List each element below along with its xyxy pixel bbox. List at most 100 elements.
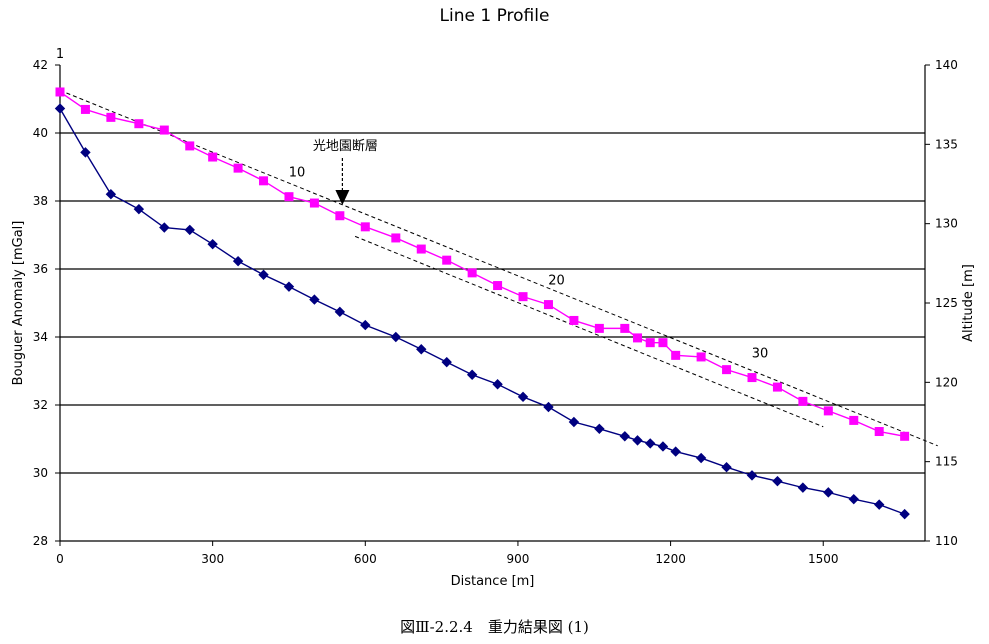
x-tick-label: 900 [506, 552, 529, 566]
altitude-data-point [309, 198, 319, 208]
fault-label: 光地園断層 [313, 139, 378, 154]
y-left-tick-label: 40 [33, 126, 48, 140]
bouguer-data-point [283, 281, 295, 292]
x-tick-label: 0 [56, 552, 64, 566]
station-number-label: 30 [752, 347, 769, 362]
bouguer-data-point [54, 103, 66, 114]
altitude-data-point [391, 233, 401, 243]
bouguer-data-point [848, 493, 859, 505]
altitude-data-point [645, 338, 655, 348]
altitude-data-point [543, 300, 553, 310]
bouguer-data-point [823, 487, 834, 498]
station-number-label: 20 [548, 274, 565, 289]
trend-line [59, 89, 938, 447]
altitude-data-point [772, 382, 782, 392]
altitude-data-point [55, 87, 65, 97]
altitude-data-point [80, 104, 90, 114]
altitude-data-point [259, 176, 269, 186]
bouguer-data-point [670, 446, 681, 457]
y-right-tick-label: 115 [935, 455, 958, 469]
altitude-data-point [233, 163, 243, 173]
y-right-tick-label: 110 [935, 534, 958, 548]
bouguer-data-point [466, 369, 478, 380]
altitude-data-point [335, 211, 345, 221]
altitude-data-point [134, 119, 144, 129]
bouguer-data-point [695, 452, 707, 464]
altitude-data-point [798, 396, 808, 406]
bouguer-data-point [80, 147, 91, 158]
altitude-data-point [874, 427, 884, 437]
y-left-tick-label: 34 [33, 330, 48, 344]
altitude-data-point [658, 338, 668, 348]
y-left-tick-label: 28 [33, 534, 48, 548]
altitude-data-point [696, 352, 706, 362]
altitude-data-point [849, 415, 859, 425]
bouguer-data-point [184, 224, 195, 236]
bouguer-data-point [721, 462, 732, 473]
altitude-data-point [747, 373, 757, 383]
trend-line [354, 235, 824, 428]
figure-caption: 図Ⅲ-2.2.4 重力結果図 (1) [400, 618, 589, 636]
altitude-data-point [671, 350, 681, 360]
bouguer-data-point [258, 269, 269, 280]
bouguer-series-line [59, 108, 905, 515]
station-number-label: 10 [289, 166, 306, 181]
altitude-data-point [823, 406, 833, 416]
y-right-tick-label: 140 [935, 58, 958, 72]
bouguer-data-point [899, 508, 910, 520]
altitude-data-point [159, 125, 169, 135]
y-left-tick-label: 36 [33, 262, 48, 276]
altitude-data-point [900, 431, 910, 441]
y-left-axis-title: Bouguer Anomaly [mGal] [11, 221, 26, 386]
y-left-tick-label: 38 [33, 194, 48, 208]
altitude-data-point [722, 365, 732, 375]
bouguer-data-point [632, 435, 643, 446]
bouguer-data-point [492, 379, 503, 390]
altitude-data-point [442, 255, 452, 265]
chart-title: Line 1 Profile [439, 6, 550, 26]
bouguer-data-point [390, 331, 402, 343]
station-number-label: 1 [56, 47, 64, 62]
x-axis-title: Distance [m] [451, 574, 535, 589]
y-right-tick-label: 120 [935, 375, 958, 389]
altitude-data-point [360, 222, 370, 232]
bouguer-data-point [619, 431, 631, 442]
y-right-axis-title: Altitude [m] [961, 264, 976, 342]
altitude-data-point [569, 315, 579, 325]
bouguer-data-point [360, 319, 371, 331]
x-tick-label: 300 [201, 552, 224, 566]
altitude-data-point [633, 333, 643, 343]
bouguer-data-point [873, 499, 885, 510]
altitude-data-point [284, 192, 294, 202]
altitude-data-point [185, 141, 195, 151]
bouguer-data-point [207, 238, 218, 250]
y-left-tick-label: 32 [33, 398, 48, 412]
altitude-data-point [493, 281, 503, 291]
bouguer-data-point [772, 475, 783, 487]
bouguer-data-point [645, 438, 656, 449]
bouguer-data-point [797, 482, 809, 493]
bouguer-data-point [543, 401, 554, 413]
bouguer-data-point [657, 441, 669, 452]
bouguer-data-point [416, 344, 427, 355]
x-tick-label: 1200 [655, 552, 686, 566]
y-left-tick-label: 30 [33, 466, 48, 480]
altitude-data-point [594, 323, 604, 333]
x-tick-label: 600 [354, 552, 377, 566]
bouguer-data-point [441, 356, 452, 368]
altitude-data-point [106, 112, 116, 122]
bouguer-data-point [594, 423, 605, 435]
altitude-data-point [208, 152, 218, 162]
x-tick-label: 1500 [808, 552, 839, 566]
y-left-tick-label: 42 [33, 58, 48, 72]
bouguer-data-point [334, 306, 346, 318]
bouguer-data-point [133, 203, 145, 215]
y-right-tick-label: 125 [935, 296, 958, 310]
fault-arrow-head [335, 190, 350, 205]
bouguer-data-point [568, 416, 580, 428]
bouguer-data-point [159, 222, 170, 233]
bouguer-data-point [746, 470, 758, 481]
altitude-data-point [416, 244, 426, 254]
bouguer-data-point [309, 294, 320, 305]
